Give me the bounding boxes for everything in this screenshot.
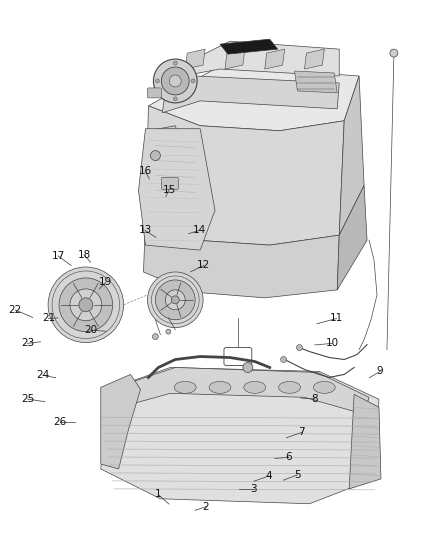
Circle shape	[281, 357, 286, 362]
Text: 25: 25	[21, 394, 34, 404]
Circle shape	[243, 362, 253, 373]
Polygon shape	[145, 106, 344, 245]
Circle shape	[170, 75, 181, 87]
Circle shape	[297, 345, 303, 351]
Circle shape	[150, 151, 160, 160]
Text: 20: 20	[84, 325, 97, 335]
Text: 15: 15	[162, 184, 176, 195]
Ellipse shape	[314, 382, 335, 393]
Polygon shape	[220, 39, 278, 54]
Ellipse shape	[174, 382, 196, 393]
Circle shape	[171, 296, 179, 304]
Ellipse shape	[279, 382, 300, 393]
Circle shape	[173, 97, 177, 101]
Polygon shape	[225, 49, 245, 69]
Text: 11: 11	[330, 313, 343, 324]
Polygon shape	[113, 367, 369, 414]
Circle shape	[155, 280, 195, 320]
Polygon shape	[349, 394, 381, 489]
Text: 13: 13	[138, 225, 152, 236]
Circle shape	[191, 79, 195, 83]
Text: 9: 9	[377, 367, 383, 376]
Polygon shape	[304, 49, 324, 69]
Circle shape	[153, 59, 197, 103]
Text: 24: 24	[36, 370, 49, 380]
Text: 4: 4	[266, 471, 272, 481]
Circle shape	[161, 67, 189, 95]
Text: 14: 14	[193, 225, 206, 236]
Text: 6: 6	[285, 453, 292, 463]
Polygon shape	[101, 367, 379, 504]
Circle shape	[173, 61, 177, 65]
Ellipse shape	[244, 382, 266, 393]
Ellipse shape	[209, 382, 231, 393]
Polygon shape	[138, 129, 215, 250]
Text: 3: 3	[251, 484, 257, 494]
Text: 10: 10	[325, 338, 339, 349]
Circle shape	[390, 49, 398, 57]
Polygon shape	[144, 220, 339, 298]
Polygon shape	[101, 375, 141, 469]
Polygon shape	[265, 49, 285, 69]
Circle shape	[155, 79, 159, 83]
Text: 21: 21	[42, 313, 55, 324]
Polygon shape	[162, 76, 339, 113]
Text: 8: 8	[311, 394, 318, 404]
Text: 1: 1	[155, 489, 161, 499]
Circle shape	[70, 289, 102, 321]
Text: 7: 7	[298, 427, 305, 438]
FancyBboxPatch shape	[161, 177, 178, 189]
Text: 12: 12	[197, 261, 210, 270]
Text: 19: 19	[99, 277, 113, 287]
Text: 16: 16	[138, 166, 152, 176]
Polygon shape	[148, 126, 185, 163]
Polygon shape	[294, 71, 337, 93]
Polygon shape	[185, 49, 205, 69]
Polygon shape	[155, 41, 339, 81]
FancyBboxPatch shape	[224, 348, 252, 366]
Text: 23: 23	[21, 338, 34, 349]
Text: 18: 18	[78, 250, 91, 260]
Circle shape	[79, 298, 93, 312]
Polygon shape	[148, 66, 359, 131]
Polygon shape	[337, 185, 367, 290]
Text: 5: 5	[294, 470, 300, 480]
Text: 2: 2	[203, 502, 209, 512]
Text: 17: 17	[51, 251, 64, 261]
Polygon shape	[339, 76, 364, 235]
Circle shape	[165, 290, 185, 310]
Circle shape	[152, 334, 159, 340]
Circle shape	[59, 278, 113, 332]
Text: 22: 22	[9, 305, 22, 315]
Text: 26: 26	[53, 417, 67, 427]
Circle shape	[148, 272, 203, 328]
Circle shape	[48, 267, 124, 343]
Circle shape	[166, 329, 171, 334]
FancyBboxPatch shape	[148, 88, 161, 98]
